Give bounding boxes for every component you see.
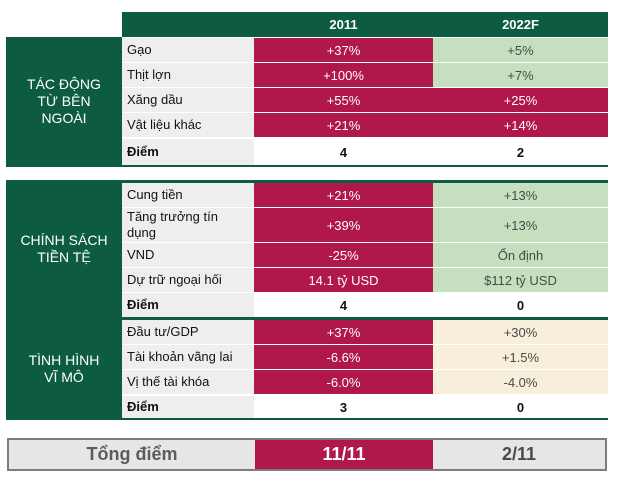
score-s1-2011: 4 xyxy=(254,139,433,165)
cell-rice-2022: +5% xyxy=(433,38,608,62)
row-label-credit-growth: Tăng trưởng tín dụng xyxy=(122,208,254,242)
cell-fuel-2011: +55% xyxy=(254,88,433,112)
cell-money-supply-2022: +13% xyxy=(433,183,608,207)
score-label-s2: Điểm xyxy=(122,293,254,317)
row-label-other-materials: Vật liệu khác xyxy=(122,113,254,137)
row-label-money-supply: Cung tiền xyxy=(122,183,254,207)
row-label-pork: Thịt lợn xyxy=(122,63,254,87)
cell-investment-gdp-2022: +30% xyxy=(433,320,608,344)
row-label-fuel: Xăng dầu xyxy=(122,88,254,112)
section-title-monetary-policy: CHÍNH SÁCH TIỀN TỆ xyxy=(6,180,122,317)
cell-vnd-2011: -25% xyxy=(254,243,433,267)
section-top-rule xyxy=(6,180,608,183)
cell-fx-reserves-2011: 14.1 tỷ USD xyxy=(254,268,433,292)
section-title-macro-situation: TÌNH HÌNH VĨ MÔ xyxy=(6,320,122,418)
score-s2-2022: 0 xyxy=(433,293,608,317)
score-label-s1: Điểm xyxy=(122,139,254,165)
total-score-2022: 2/11 xyxy=(433,440,605,469)
row-label-fiscal-position: Vị thế tài khóa xyxy=(122,370,254,394)
score-s3-2011: 3 xyxy=(254,396,433,418)
column-header-2011: 2011 xyxy=(254,12,433,37)
total-score-label: Tổng điểm xyxy=(86,444,178,464)
cell-fiscal-position-2022: -4.0% xyxy=(433,370,608,394)
cell-other-materials-2011: +21% xyxy=(254,113,433,137)
cell-current-account-2022: +1.5% xyxy=(433,345,608,369)
row-label-current-account: Tài khoản vãng lai xyxy=(122,345,254,369)
section-bottom-rule xyxy=(6,165,608,167)
cell-credit-growth-2022: +13% xyxy=(433,208,608,242)
cell-money-supply-2011: +21% xyxy=(254,183,433,207)
row-label-fx-reserves: Dự trữ ngoại hối xyxy=(122,268,254,292)
cell-investment-gdp-2011: +37% xyxy=(254,320,433,344)
cell-rice-2011: +37% xyxy=(254,38,433,62)
column-header-2022f: 2022F xyxy=(433,12,608,37)
section-divider-rule xyxy=(6,317,608,320)
cell-fiscal-position-2011: -6.0% xyxy=(254,370,433,394)
row-label-vnd: VND xyxy=(122,243,254,267)
score-s1-2022: 2 xyxy=(433,139,608,165)
row-label-investment-gdp: Đầu tư/GDP xyxy=(122,320,254,344)
table-bottom-rule xyxy=(6,418,608,420)
cell-credit-growth-2011: +39% xyxy=(254,208,433,242)
cell-fuel-2022: +25% xyxy=(433,88,608,112)
row-label-rice: Gạo xyxy=(122,38,254,62)
total-score-2011: 11/11 xyxy=(255,440,433,469)
score-label-s3: Điểm xyxy=(122,396,254,418)
section-title-external-impact: TÁC ĐỘNG TỪ BÊN NGOÀI xyxy=(6,37,122,166)
cell-pork-2022: +7% xyxy=(433,63,608,87)
cell-fx-reserves-2022: $112 tỷ USD xyxy=(433,268,608,292)
header-spacer xyxy=(122,12,254,37)
cell-vnd-2022: Ổn định xyxy=(433,243,608,267)
score-s2-2011: 4 xyxy=(254,293,433,317)
cell-pork-2011: +100% xyxy=(254,63,433,87)
cell-current-account-2011: -6.6% xyxy=(254,345,433,369)
score-s3-2022: 0 xyxy=(433,396,608,418)
cell-other-materials-2022: +14% xyxy=(433,113,608,137)
